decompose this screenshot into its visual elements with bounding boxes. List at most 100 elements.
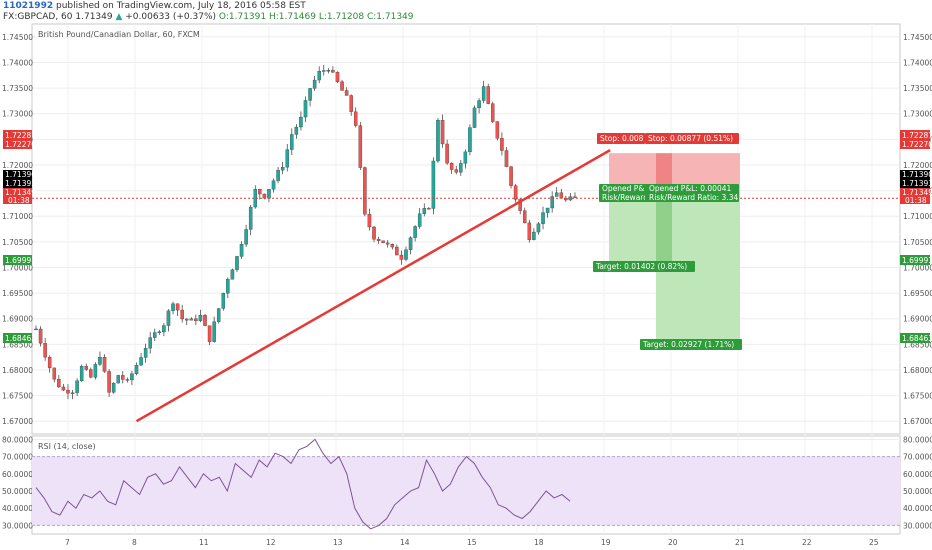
candle-down [358, 121, 363, 170]
candle-down [491, 101, 495, 124]
candle-up [166, 309, 171, 332]
candle-down [495, 121, 500, 141]
published-text: published on TradingView.com, July 18, 2… [55, 1, 306, 11]
svg-text:Target: 0.02927 (1.71%): Target: 0.02927 (1.71%) [642, 340, 734, 349]
candle-up [212, 316, 216, 343]
x-tick-label: 19 [601, 538, 611, 547]
candle-down [504, 147, 509, 168]
candle-down [390, 243, 395, 250]
y-tick-label-right: 1.67000 [903, 417, 932, 426]
candle-down [399, 250, 404, 265]
svg-text:1.68463: 1.68463 [5, 334, 36, 343]
y-tick-label-right: 1.74000 [903, 58, 932, 67]
svg-text:1.71393: 1.71393 [5, 179, 36, 188]
trendline[interactable] [135, 149, 611, 423]
candle-up [290, 128, 294, 156]
candle-up [198, 309, 203, 323]
candle-down [385, 240, 390, 248]
candle-up [189, 317, 194, 321]
candle-up [463, 149, 468, 169]
candle-down [258, 188, 262, 200]
y-tick-label-left: 1.73500 [2, 84, 33, 93]
x-tick-label: 15 [467, 538, 477, 547]
y-tick-label-right: 1.70500 [903, 238, 932, 247]
rsi-tick-label-left: 60.0000 [2, 470, 33, 479]
candle-down [367, 208, 372, 231]
candle-down [34, 325, 38, 331]
candle-up [550, 191, 554, 213]
candle-up [235, 255, 239, 273]
svg-text:1.71349: 1.71349 [5, 188, 36, 197]
main-pane-title: British Pound/Canadian Dollar, 60, FXCM [38, 30, 200, 39]
x-tick-label: 25 [869, 538, 879, 547]
y-tick-label-right: 1.67500 [903, 392, 932, 401]
y-tick-label-left: 1.69000 [2, 315, 33, 324]
svg-text:Target: 0.01402 (0.82%): Target: 0.01402 (0.82%) [595, 262, 687, 271]
y-tick-label-left: 1.74500 [2, 33, 33, 42]
candle-down [427, 207, 431, 210]
svg-text:Risk/Reward: Risk/Reward [602, 193, 648, 202]
candle-up [326, 68, 331, 74]
main-y-axis: 1.74500 1.74500 1.74000 1.74000 1.73500 1.735… [2, 33, 932, 426]
candle-down [340, 79, 344, 91]
candle-down [381, 240, 385, 244]
candle-down [527, 219, 532, 243]
target-label-left: Target: 0.01402 (0.82%) [593, 261, 695, 272]
symbol-label[interactable]: FX:GBPCAD, 60 [3, 12, 73, 22]
candle-down [509, 165, 513, 189]
candle-up [248, 204, 253, 236]
opened-label-right: Opened P&L: 0.00041 Risk/Reward Ratio: 3… [645, 184, 739, 202]
x-tick-label: 14 [400, 538, 410, 547]
candle-up [431, 157, 436, 215]
rsi-tick-label-right: 30.0000 [903, 521, 932, 530]
candle-up [148, 331, 152, 354]
symbol-line: FX:GBPCAD, 60 1.71349 ▲ +0.00633 (+0.37%… [3, 12, 414, 23]
candle-up [322, 65, 326, 76]
rsi-tick-label-left: 50.0000 [2, 487, 33, 496]
candle-up [276, 166, 280, 184]
candle-up [285, 143, 289, 172]
candle-down [445, 139, 449, 165]
x-tick-label: 22 [802, 538, 812, 547]
y-tick-label-left: 1.73000 [2, 110, 33, 119]
candle-down [107, 368, 111, 398]
y-tick-label-left: 1.71000 [2, 212, 33, 221]
x-tick-label: 13 [333, 538, 343, 547]
price-badges-right: 1.72287 1.72270 1.71390 1.71393 1.71349 … [900, 130, 932, 343]
rsi-tick-label-right: 70.0000 [903, 453, 932, 462]
candle-down [184, 318, 189, 326]
rsi-tick-label-right: 60.0000 [903, 470, 932, 479]
stop-label-left: Stop: 0.008 [597, 133, 645, 144]
svg-text:1.69991: 1.69991 [902, 256, 932, 265]
candle-down [440, 114, 445, 148]
main-pane-frame [31, 23, 901, 435]
candle-down [52, 367, 57, 383]
candle-down [61, 383, 66, 392]
position-zones [609, 153, 740, 349]
x-tick-label: 12 [266, 538, 276, 547]
candle-up [93, 362, 98, 380]
candle-up [221, 292, 226, 311]
candle-up [404, 246, 408, 262]
candle-up [568, 193, 573, 201]
svg-text:1.71390: 1.71390 [5, 170, 36, 179]
x-axis: 7 8 11 12 13 14 15 18 19 20 21 22 25 [65, 538, 879, 547]
candle-up [317, 66, 321, 84]
candle-up [422, 203, 427, 217]
user-id[interactable]: 11021992 [3, 1, 54, 11]
candle-up [459, 159, 463, 176]
candle-up [294, 123, 299, 139]
candle-down [513, 184, 518, 203]
candle-up [134, 362, 139, 376]
svg-text:1.71349: 1.71349 [902, 188, 932, 197]
change-arrow-icon: ▲ [115, 12, 123, 22]
candle-up [477, 98, 481, 114]
rsi-tick-label-right: 80.0000 [903, 435, 932, 444]
svg-text:1.71393: 1.71393 [902, 179, 932, 188]
y-tick-label-right: 1.71000 [903, 212, 932, 221]
candle-up [79, 364, 84, 382]
candle-down [57, 375, 61, 388]
candle-up [98, 351, 102, 366]
rsi-line [35, 438, 571, 530]
